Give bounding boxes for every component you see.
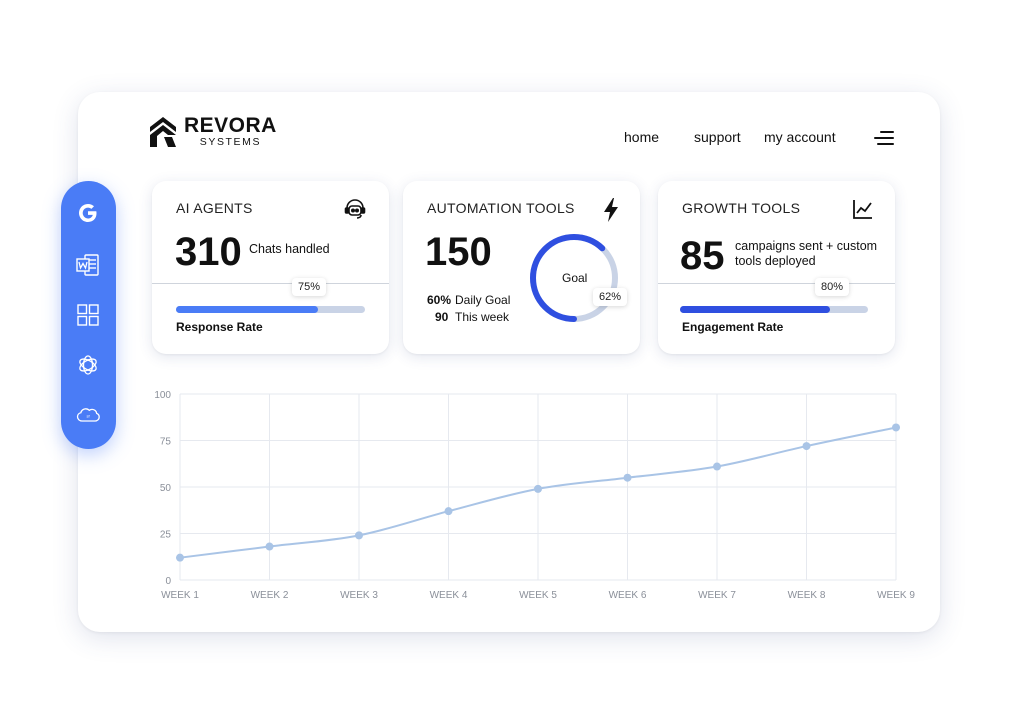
card-title: GROWTH TOOLS xyxy=(682,200,801,216)
response-rate-bar-fill xyxy=(176,306,318,313)
goal-ring-progress xyxy=(530,234,618,322)
engagement-rate-label: Engagement Rate xyxy=(682,320,784,334)
x-tick-label: WEEK 3 xyxy=(340,590,378,601)
ai-agents-card: AI AGENTS 310 Chats handled 75% Response… xyxy=(152,181,389,354)
campaigns-count: 85 xyxy=(680,234,725,278)
x-tick-label: WEEK 7 xyxy=(698,590,736,601)
automation-count: 150 xyxy=(425,230,492,274)
data-point xyxy=(623,473,632,482)
y-tick-label: 50 xyxy=(160,483,172,494)
revora-logo-icon xyxy=(150,117,176,147)
engagement-rate-badge: 80% xyxy=(815,278,850,296)
card-divider xyxy=(152,283,389,284)
data-point xyxy=(534,484,542,493)
engagement-rate-bar-fill xyxy=(680,306,831,313)
data-point xyxy=(892,423,900,432)
chats-label: Chats handled xyxy=(249,242,330,256)
lightning-icon xyxy=(604,198,618,222)
card-title: AUTOMATION TOOLS xyxy=(427,200,575,216)
brand-subtitle: SYSTEMS xyxy=(199,136,262,148)
this-week-value: 90 xyxy=(435,310,449,324)
automation-tools-card: AUTOMATION TOOLS 150 60% Daily Goal 90 T… xyxy=(403,181,640,354)
daily-goal-label: Daily Goal xyxy=(455,293,511,307)
this-week-label: This week xyxy=(455,310,510,324)
nav-support-link[interactable]: support xyxy=(694,129,741,145)
data-point xyxy=(176,553,184,562)
chats-count: 310 xyxy=(175,230,242,274)
brand-name: REVORA xyxy=(184,114,277,137)
line-chart-icon xyxy=(853,200,872,219)
y-tick-label: 25 xyxy=(160,530,172,541)
word-icon[interactable] xyxy=(75,252,101,278)
y-tick-label: 0 xyxy=(165,576,171,587)
data-point xyxy=(802,442,811,451)
goal-ring xyxy=(530,234,618,322)
goal-ring-label: Goal xyxy=(562,271,588,285)
hamburger-menu-icon[interactable] xyxy=(874,131,894,145)
integrations-sidebar: sf xyxy=(61,181,116,449)
nav-my-account-link[interactable]: my account xyxy=(764,129,836,145)
x-tick-label: WEEK 6 xyxy=(609,590,647,601)
line-chart-svg: 0 25 50 75 100 WEEK 1 WEEK 2 WEEK 3 WEEK 4 WEEK 5… xyxy=(154,390,915,601)
x-tick-label: WEEK 4 xyxy=(430,590,468,601)
nav-home-link[interactable]: home xyxy=(624,129,660,145)
openai-icon[interactable] xyxy=(75,352,101,378)
card-title: AI AGENTS xyxy=(176,200,253,216)
daily-goal-pct: 60% xyxy=(427,293,452,307)
goal-ring-badge: 62% xyxy=(593,288,628,306)
google-icon[interactable] xyxy=(75,200,101,226)
x-tick-label: WEEK 5 xyxy=(519,590,557,601)
growth-tools-card: GROWTH TOOLS 85 campaigns sent + custom … xyxy=(658,181,895,354)
x-tick-label: WEEK 2 xyxy=(251,590,289,601)
y-tick-label: 75 xyxy=(160,437,172,448)
response-rate-bar xyxy=(176,306,365,313)
salesforce-icon[interactable]: sf xyxy=(75,402,101,428)
svg-text:sf: sf xyxy=(86,414,90,419)
apps-grid-icon[interactable] xyxy=(75,302,101,328)
x-tick-label: WEEK 1 xyxy=(161,590,199,601)
card-divider xyxy=(658,283,895,284)
x-tick-label: WEEK 9 xyxy=(877,590,915,601)
weekly-line-chart: 0 25 50 75 100 WEEK 1 WEEK 2 WEEK 3 WEEK 4 WEEK 5… xyxy=(140,384,920,609)
data-point xyxy=(713,462,721,471)
y-tick-label: 100 xyxy=(154,390,171,401)
response-rate-badge: 75% xyxy=(292,278,327,296)
brand-logo[interactable]: REVORA SYSTEMS xyxy=(150,114,277,148)
campaigns-label-line1: campaigns sent + custom xyxy=(735,239,878,253)
data-point xyxy=(355,531,363,540)
x-tick-label: WEEK 8 xyxy=(788,590,826,601)
data-point xyxy=(265,542,274,551)
data-point xyxy=(444,507,453,516)
headset-bot-icon xyxy=(344,199,366,219)
engagement-rate-bar xyxy=(680,306,868,313)
campaigns-label-line2: tools deployed xyxy=(735,254,816,268)
response-rate-label: Response Rate xyxy=(176,320,263,334)
